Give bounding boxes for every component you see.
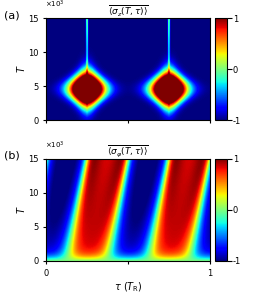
Y-axis label: $T$: $T$ (15, 206, 27, 214)
Text: $\times 10^3$: $\times 10^3$ (45, 140, 64, 151)
X-axis label: $\tau \ (T_{\mathrm{R}})$: $\tau \ (T_{\mathrm{R}})$ (114, 280, 143, 294)
Y-axis label: $T$: $T$ (15, 65, 27, 73)
Title: $\overline{\langle \sigma_z(T, \tau) \rangle}$: $\overline{\langle \sigma_z(T, \tau) \ra… (108, 3, 149, 18)
Text: $\times 10^3$: $\times 10^3$ (45, 0, 64, 10)
Title: $\overline{\langle \sigma_\varphi(T, \tau) \rangle}$: $\overline{\langle \sigma_\varphi(T, \ta… (107, 143, 149, 159)
Text: (b): (b) (4, 150, 20, 160)
Text: (a): (a) (4, 11, 20, 20)
